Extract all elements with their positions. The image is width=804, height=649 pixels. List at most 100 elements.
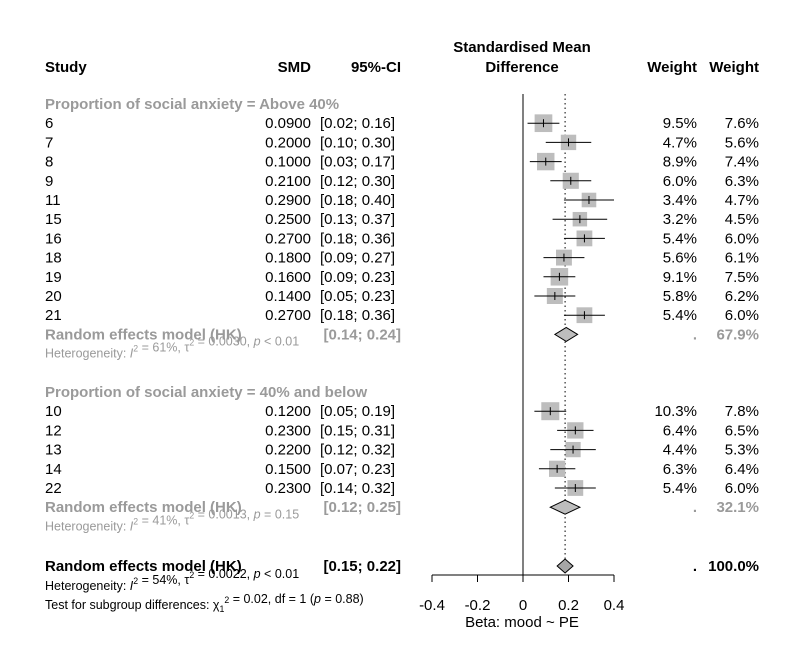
ci-value: [0.07; 0.23] [320,461,395,478]
overall-model-ci: [0.15; 0.22] [323,558,401,575]
x-axis-tick-label: -0.4 [419,597,445,614]
header-weight-common: Weight [647,59,697,76]
overall-model-label: Random effects model (HK) [45,558,242,575]
subgroup-label: Proportion of social anxiety = Above 40% [45,96,339,113]
subgroup-heterogeneity: Heterogeneity: I2 = 61%, τ2 = 0.0030, p … [45,335,299,361]
weight-random-value: 6.3% [725,173,759,190]
weight-random-value: 5.3% [725,442,759,459]
weight-common-value: 6.3% [663,461,697,478]
weight-common-value: 5.4% [663,480,697,497]
subgroup-model-weight-random: 32.1% [716,499,759,516]
subgroup-model-ci: [0.12; 0.25] [323,499,401,516]
ci-value: [0.10; 0.30] [320,134,395,151]
ci-value: [0.18; 0.36] [320,307,395,324]
weight-random-value: 6.2% [725,288,759,305]
weight-random-value: 7.8% [725,403,759,420]
weight-random-value: 6.5% [725,422,759,439]
weight-common-value: 6.0% [663,173,697,190]
weight-random-value: 4.7% [725,192,759,209]
weight-common-value: 3.4% [663,192,697,209]
weight-random-value: 6.1% [725,250,759,267]
study-label: 9 [45,173,53,190]
overall-weight-common: . [693,558,697,575]
weight-common-value: 5.4% [663,307,697,324]
weight-random-value: 7.5% [725,269,759,286]
study-label: 14 [45,461,62,478]
smd-value: 0.1400 [265,288,311,305]
weight-common-value: 8.9% [663,154,697,171]
header-ci: 95%-CI [351,59,401,76]
weight-common-value: 5.8% [663,288,697,305]
weight-random-value: 6.4% [725,461,759,478]
smd-value: 0.2700 [265,230,311,247]
smd-value: 0.1200 [265,403,311,420]
subgroup-model-label: Random effects model (HK) [45,499,242,516]
weight-random-value: 6.0% [725,480,759,497]
x-axis-tick-label: 0.4 [604,597,625,614]
x-axis-tick-label: -0.2 [465,597,491,614]
subgroup-model-weight-common: . [693,326,697,343]
overall-heterogeneity: Heterogeneity: I2 = 54%, τ2 = 0.0022, p … [45,567,299,593]
ci-value: [0.09; 0.27] [320,250,395,267]
weight-random-value: 5.6% [725,134,759,151]
study-label: 22 [45,480,62,497]
study-label: 13 [45,442,62,459]
ci-value: [0.13; 0.37] [320,211,395,228]
smd-value: 0.0900 [265,115,311,132]
weight-common-value: 4.4% [663,442,697,459]
smd-value: 0.2000 [265,134,311,151]
weight-common-value: 10.3% [654,403,697,420]
subgroup-model-label: Random effects model (HK) [45,326,242,343]
smd-value: 0.2200 [265,442,311,459]
study-label: 8 [45,154,53,171]
weight-common-value: 4.7% [663,134,697,151]
ci-value: [0.12; 0.30] [320,173,395,190]
ci-value: [0.09; 0.23] [320,269,395,286]
study-label: 19 [45,269,62,286]
weight-random-value: 7.6% [725,115,759,132]
ci-value: [0.18; 0.36] [320,230,395,247]
smd-value: 0.2300 [265,480,311,497]
header-smd: SMD [278,59,312,76]
ci-value: [0.02; 0.16] [320,115,395,132]
ci-value: [0.18; 0.40] [320,192,395,209]
study-label: 6 [45,115,53,132]
weight-common-value: 9.5% [663,115,697,132]
smd-value: 0.1800 [265,250,311,267]
x-axis-label: Beta: mood ~ PE [465,614,579,631]
smd-value: 0.1000 [265,154,311,171]
header-plot-line1: Standardised Mean [453,39,591,56]
ci-value: [0.14; 0.32] [320,480,395,497]
ci-value: [0.05; 0.23] [320,288,395,305]
header-study: Study [45,59,87,76]
weight-common-value: 6.4% [663,422,697,439]
smd-value: 0.2500 [265,211,311,228]
study-label: 12 [45,422,62,439]
weight-random-value: 6.0% [725,230,759,247]
weight-common-value: 5.6% [663,250,697,267]
weight-random-value: 7.4% [725,154,759,171]
subgroup-model-weight-common: . [693,499,697,516]
weight-random-value: 4.5% [725,211,759,228]
weight-common-value: 3.2% [663,211,697,228]
x-axis-tick-label: 0.2 [558,597,579,614]
weight-common-value: 5.4% [663,230,697,247]
overall-weight-random: 100.0% [708,558,759,575]
header-weight-random: Weight [709,59,759,76]
smd-value: 0.1600 [265,269,311,286]
study-label: 10 [45,403,62,420]
smd-value: 0.2300 [265,422,311,439]
study-label: 7 [45,134,53,151]
smd-value: 0.2900 [265,192,311,209]
study-label: 20 [45,288,62,305]
study-label: 15 [45,211,62,228]
x-axis-tick-label: 0 [519,597,527,614]
subgroup-label: Proportion of social anxiety = 40% and b… [45,384,367,401]
ci-value: [0.03; 0.17] [320,154,395,171]
overall-diamond [556,558,574,574]
ci-value: [0.12; 0.32] [320,442,395,459]
smd-value: 0.1500 [265,461,311,478]
smd-value: 0.2700 [265,307,311,324]
weight-random-value: 6.0% [725,307,759,324]
